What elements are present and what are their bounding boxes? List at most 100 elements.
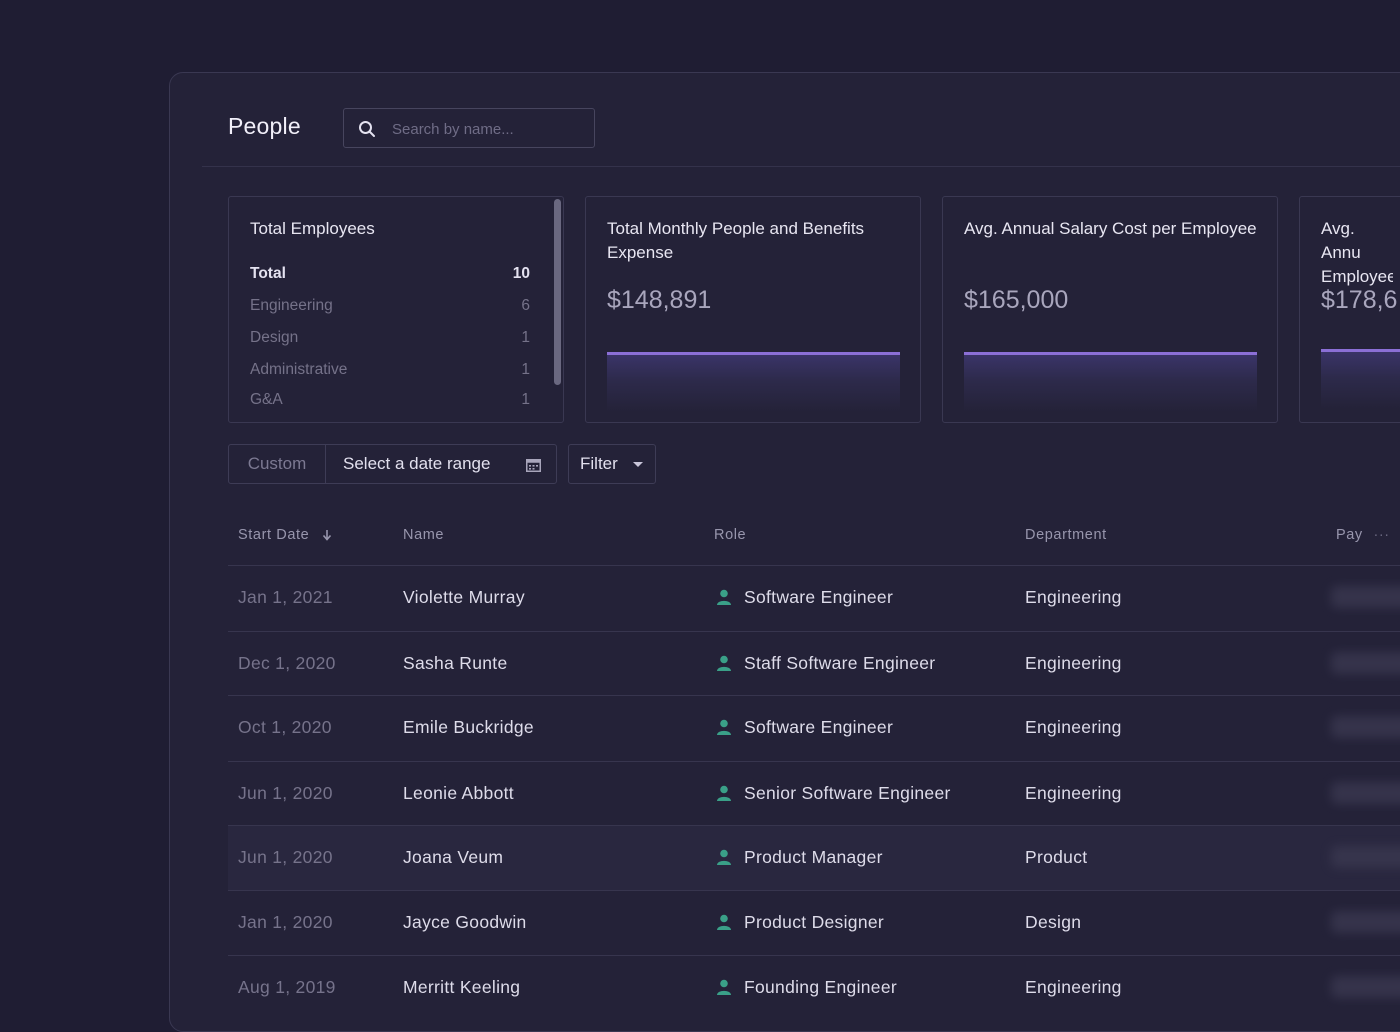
card-title: Total Employees [250, 219, 375, 238]
person-icon [717, 979, 731, 995]
search-box[interactable] [343, 108, 595, 148]
app-window: People Total Employees Total 10 Engineer… [169, 72, 1400, 1032]
employee-row-count: 1 [521, 361, 530, 378]
row-pay-redacted [1331, 716, 1400, 738]
row-divider [228, 825, 1400, 826]
row-pay-redacted [1331, 782, 1400, 804]
more-icon: ··· [1373, 527, 1390, 543]
monthly-expense-card[interactable]: Total Monthly People and Benefits Expens… [585, 196, 921, 423]
header: People [202, 73, 1400, 167]
total-employees-card[interactable]: Total Employees Total 10 Engineering 6 D… [228, 196, 564, 423]
date-range-label: Select a date range [343, 454, 491, 473]
row-pay-redacted [1331, 911, 1400, 933]
column-department[interactable]: Department [1025, 527, 1107, 543]
row-start-date: Oct 1, 2020 [238, 717, 332, 737]
table-row[interactable]: Oct 1, 2020 Emile Buckridge Software Eng… [228, 696, 1400, 760]
row-divider [228, 631, 1400, 632]
column-role[interactable]: Role [714, 527, 747, 543]
table-row[interactable]: Jun 1, 2020 Leonie Abbott Senior Softwar… [228, 762, 1400, 826]
employee-row-engineering: Engineering 6 [250, 297, 530, 321]
table-row-hovered[interactable]: Jun 1, 2020 Joana Veum Product Manager P… [228, 826, 1400, 890]
employee-row-count: 10 [512, 265, 530, 282]
employee-row-label: Engineering [250, 297, 333, 314]
row-pay-redacted [1331, 846, 1400, 868]
row-start-date: Jun 1, 2020 [238, 783, 333, 803]
employee-row-count: 1 [521, 391, 530, 408]
table-row[interactable]: Jan 1, 2021 Violette Murray Software Eng… [228, 566, 1400, 630]
employee-row-total: Total 10 [250, 265, 530, 289]
table-row[interactable]: Dec 1, 2020 Sasha Runte Staff Software E… [228, 632, 1400, 696]
card-value: $148,891 [607, 286, 712, 314]
row-department: Engineering [1025, 977, 1122, 997]
table-divider [228, 565, 1400, 566]
row-divider [228, 955, 1400, 956]
sparkline [964, 352, 1257, 412]
row-divider [228, 761, 1400, 762]
card-title: Avg. Annual Salary Cost per Employee [964, 219, 1257, 238]
card-scrollbar[interactable] [554, 199, 561, 385]
column-label: Start Date [238, 527, 310, 543]
calendar-icon [526, 459, 541, 472]
row-divider [228, 695, 1400, 696]
person-icon [717, 849, 731, 865]
avg-fourth-card[interactable]: Avg. Annu Employee $178,6 [1299, 196, 1400, 423]
employee-row-administrative: Administrative 1 [250, 361, 530, 385]
page-title: People [228, 113, 301, 139]
custom-range-button[interactable]: Custom [229, 445, 326, 483]
avg-salary-card[interactable]: Avg. Annual Salary Cost per Employee $16… [942, 196, 1278, 423]
row-name[interactable]: Joana Veum [403, 847, 504, 867]
sort-arrow-down-icon [322, 530, 332, 541]
person-icon [717, 719, 731, 735]
row-role: Software Engineer [744, 587, 894, 607]
employee-row-label: Administrative [250, 361, 348, 378]
row-name[interactable]: Merritt Keeling [403, 977, 521, 997]
row-role: Product Manager [744, 847, 883, 867]
card-title: Avg. Annu Employee [1321, 219, 1393, 286]
employee-row-count: 1 [521, 329, 530, 346]
column-pay[interactable]: Pay ··· [1336, 527, 1390, 543]
row-name[interactable]: Leonie Abbott [403, 783, 514, 803]
row-role: Founding Engineer [744, 977, 897, 997]
person-icon [717, 589, 731, 605]
column-name[interactable]: Name [403, 527, 445, 543]
row-pay-redacted [1331, 652, 1400, 674]
person-icon [717, 914, 731, 930]
person-icon [717, 655, 731, 671]
employee-row-label: Total [250, 265, 286, 282]
filter-label: Filter [580, 454, 618, 473]
filter-button[interactable]: Filter [568, 444, 656, 484]
row-role: Staff Software Engineer [744, 653, 936, 673]
table-row[interactable]: Aug 1, 2019 Merritt Keeling Founding Eng… [228, 956, 1400, 1020]
row-pay-redacted [1331, 586, 1400, 608]
row-department: Engineering [1025, 653, 1122, 673]
row-department: Engineering [1025, 717, 1122, 737]
row-role: Product Designer [744, 912, 885, 932]
column-label: Pay [1336, 527, 1363, 543]
row-start-date: Jan 1, 2021 [238, 587, 333, 607]
date-range-picker[interactable]: Select a date range [327, 445, 556, 483]
search-input[interactable] [392, 117, 582, 141]
employee-row-design: Design 1 [250, 329, 530, 353]
employee-row-label: G&A [250, 391, 283, 408]
date-range-control: Custom Select a date range [228, 444, 557, 484]
column-start-date[interactable]: Start Date [238, 527, 332, 543]
employee-row-ga: G&A 1 [250, 391, 530, 415]
card-title: Total Monthly People and Benefits Expens… [607, 219, 865, 262]
row-start-date: Aug 1, 2019 [238, 977, 336, 997]
employee-row-label: Design [250, 329, 299, 346]
row-name[interactable]: Violette Murray [403, 587, 525, 607]
row-name[interactable]: Sasha Runte [403, 653, 508, 673]
row-role: Software Engineer [744, 717, 894, 737]
row-name[interactable]: Jayce Goodwin [403, 912, 527, 932]
row-start-date: Jun 1, 2020 [238, 847, 333, 867]
row-department: Design [1025, 912, 1082, 932]
row-divider [228, 890, 1400, 891]
table-row[interactable]: Jan 1, 2020 Jayce Goodwin Product Design… [228, 891, 1400, 955]
card-value: $178,6 [1321, 286, 1398, 314]
row-pay-redacted [1331, 976, 1400, 998]
row-start-date: Jan 1, 2020 [238, 912, 333, 932]
employee-row-count: 6 [521, 297, 530, 314]
row-name[interactable]: Emile Buckridge [403, 717, 534, 737]
chevron-down-icon [633, 462, 643, 467]
card-value: $165,000 [964, 286, 1069, 314]
